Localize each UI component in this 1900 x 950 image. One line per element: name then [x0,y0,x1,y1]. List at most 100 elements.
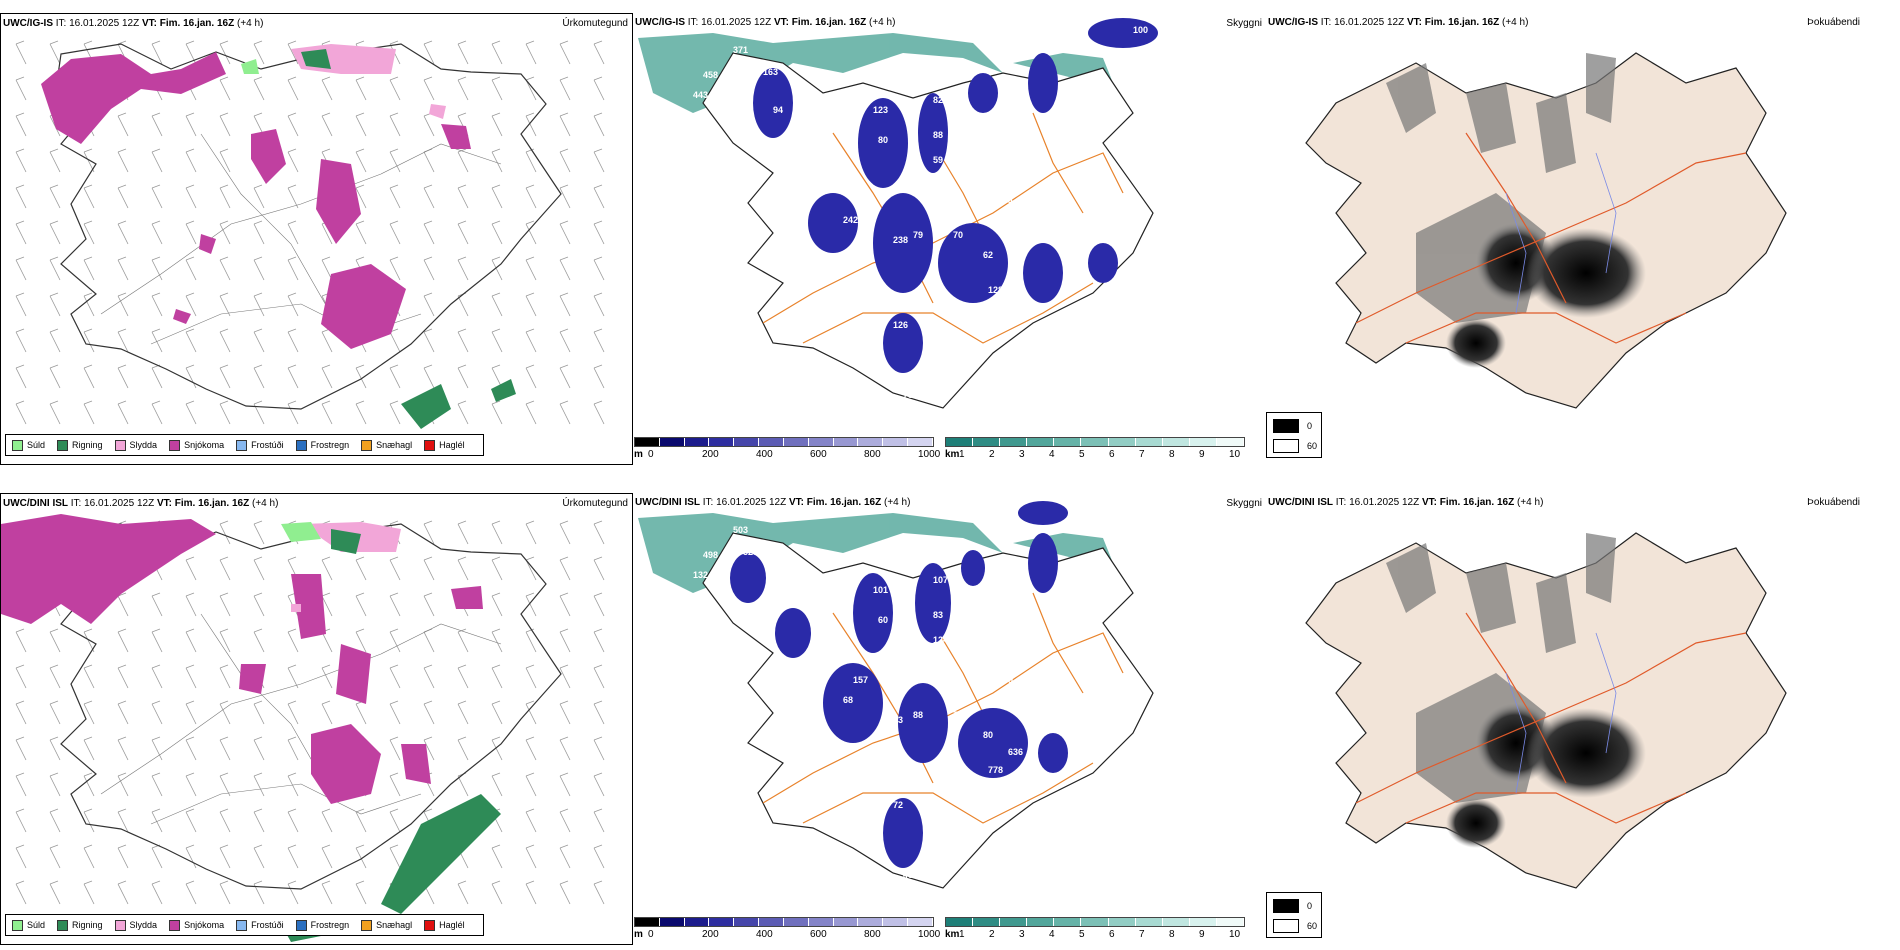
wind-barb [321,844,333,869]
wind-barb [525,220,537,245]
fog-legend: 0 60 [1266,892,1322,938]
wind-barb [559,76,571,101]
wind-barb [287,112,299,137]
scale-tick: 7 [1139,449,1145,460]
vis-value-label: 94 [773,585,783,595]
wind-barb [49,148,61,173]
wind-barb [83,772,95,797]
scale-tick: 400 [756,449,773,460]
wind-barb [185,112,197,137]
wind-barb [423,736,435,761]
scale-tick: 800 [864,929,881,940]
panel-title: UWC/IG-IS IT: 16.01.2025 12Z VT: Fim. 16… [635,17,896,28]
wind-barb [457,700,469,725]
vis-value-label: 46 [1073,335,1083,345]
wind-barb [253,628,265,653]
legend-swatch [236,439,248,451]
legend-swatch [169,439,181,451]
legend-label: Rigning [72,920,103,930]
wind-barb [491,592,503,617]
scale-swatch [734,438,760,446]
wind-barb [83,364,95,389]
scale-swatch [1054,918,1082,926]
legend-swatch [361,439,373,451]
scale-tick: 6 [1109,449,1115,460]
wind-barb [253,256,265,281]
wind-barb [559,148,571,173]
wind-barb [83,256,95,281]
panel-name: Úrkomutegund [562,498,628,509]
wind-barb [321,112,333,137]
wind-barb [457,328,469,353]
wind-barb [287,364,299,389]
wind-barb [49,40,61,65]
scale-tick: 7 [1139,929,1145,940]
scale-swatch [1189,438,1217,446]
wind-barb [185,148,197,173]
scale-bar [634,917,934,927]
wind-barb [117,592,129,617]
wind-barb [83,736,95,761]
wind-barb [457,184,469,209]
wind-barb [389,772,401,797]
wind-barb [525,700,537,725]
vis-value-label: 73 [1073,815,1083,825]
wind-barb [219,808,231,833]
scale-tick: 10 [1229,449,1241,460]
vis-value-label: 431 [1013,785,1028,795]
precip-map-top [15,40,605,429]
wind-barb [219,700,231,725]
scale-swatch [659,918,685,926]
wind-barb [151,628,163,653]
wind-barb [355,112,367,137]
wind-barb [151,772,163,797]
scale-swatch [759,438,784,446]
legend-swatch [424,919,436,931]
wind-barb [355,808,367,833]
wind-barb [253,328,265,353]
wind-barb [321,76,333,101]
wind-barb [559,880,571,905]
wind-barb [49,328,61,353]
wind-barb [525,256,537,281]
vis-value-label: 99 [1008,267,1018,277]
wind-barb [117,880,129,905]
wind-barb [389,220,401,245]
wind-barb [287,664,299,689]
wind-barb [185,400,197,425]
wind-barb [253,292,265,317]
wind-barb [15,736,27,761]
wind-barb [593,736,605,761]
wind-barb [151,40,163,65]
legend-swatch [12,919,23,931]
wind-barb [559,112,571,137]
vis-value-label: 157 [743,67,758,77]
vis-value-label: 10 [983,305,993,315]
wind-barb [151,292,163,317]
wind-barb [83,880,95,905]
vis-value-label: 458 [703,70,718,80]
wind-barb [559,220,571,245]
fog-swatch-light [1273,919,1299,933]
wind-barb [491,628,503,653]
scale-swatch [908,918,933,926]
scale-swatch [858,918,884,926]
scale-swatch [659,438,685,446]
wind-barb [491,220,503,245]
wind-barb [151,220,163,245]
wind-barb [49,844,61,869]
panel-title: UWC/IG-IS IT: 16.01.2025 12Z VT: Fim. 16… [1268,17,1529,28]
wind-barb [593,880,605,905]
panel-name: Þokuábendi [1807,497,1860,508]
wind-barb [525,664,537,689]
wind-barb [423,184,435,209]
wind-barb [321,592,333,617]
legend-label: Slydda [129,440,158,450]
wind-barb [287,736,299,761]
iceland-land [1305,52,1787,409]
scale-swatch [946,918,974,926]
wind-barb [151,880,163,905]
legend-item: Haglél [424,439,465,451]
snow-areas [1,514,483,804]
scale-swatch [709,438,735,446]
